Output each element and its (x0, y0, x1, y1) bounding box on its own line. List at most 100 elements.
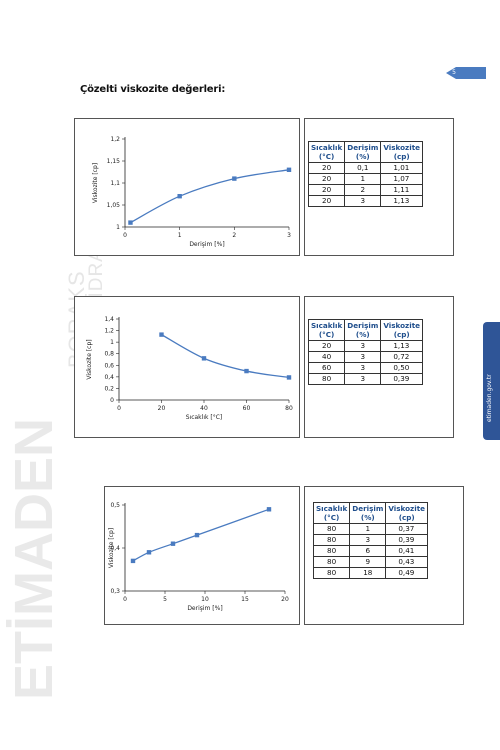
column-header: Derişim (%) (349, 502, 387, 524)
watermark-brand: ETİMADEN (4, 418, 64, 700)
x-axis-label: Sıcaklık [°C] (186, 414, 223, 421)
page-number: 5 (452, 69, 456, 76)
trend-line (161, 334, 290, 379)
trend-line (132, 508, 270, 562)
column-header-line: (%) (355, 152, 370, 161)
data-point (194, 532, 200, 538)
column-header-line: Viskozite (383, 321, 421, 330)
table-cell: 20 (307, 340, 346, 352)
data-point (232, 176, 237, 181)
column-header-line: Derişim (347, 321, 379, 330)
column-header-line: (°C) (323, 513, 340, 522)
table-cell: 0,72 (380, 351, 424, 363)
table-cell: 6 (349, 545, 387, 557)
y-tick-label: 1,2 (110, 136, 120, 143)
table-cell: 80 (312, 545, 351, 557)
table-cell: 0,49 (385, 567, 429, 579)
y-tick-label: 1,4 (104, 316, 114, 323)
table-cell: 80 (312, 567, 351, 579)
column-header: Derişim (%) (344, 141, 382, 163)
table-cell: 0,50 (380, 362, 424, 374)
table-row: 80 3 0,39 (307, 373, 424, 385)
x-tick-label: 0 (123, 596, 127, 603)
trend-line (130, 169, 290, 224)
y-tick-label: 1 (110, 339, 114, 346)
y-tick-label: 0,6 (104, 362, 114, 369)
y-tick-label: 1 (116, 224, 120, 231)
table-cell: 3 (344, 351, 382, 363)
table-row: 40 3 0,72 (307, 351, 424, 363)
column-header: Viskozite (cp) (380, 319, 424, 341)
table-row: 80 3 0,39 (312, 534, 429, 546)
data-point (286, 167, 292, 172)
column-header-line: (cp) (393, 330, 410, 339)
table-cell: 0,39 (385, 534, 429, 546)
column-header-line: Derişim (347, 143, 379, 152)
table-cell: 20 (307, 195, 346, 207)
column-header: Sıcaklık (°C) (312, 502, 351, 524)
y-tick-label: 0,2 (104, 385, 114, 392)
column-header-line: Derişim (352, 504, 384, 513)
x-tick-label: 5 (163, 596, 167, 603)
chart-panel-2: 0 0,2 0,4 0,6 0,8 1 1,2 1,4 0 20 40 60 80 Sıcaklık [°… (74, 296, 300, 438)
y-tick-label: 0,8 (104, 351, 114, 358)
y-tick-label: 1,15 (107, 158, 121, 165)
chart-panel-3: 0,3 0,4 0,5 0 5 10 15 20 Derişim [%] Viskozite [c… (104, 486, 300, 625)
table-cell: 2 (344, 184, 382, 196)
table-header-row: Sıcaklık (°C) Derişim (%) Viskozite (cp) (312, 502, 429, 524)
table-cell: 1,01 (380, 162, 424, 174)
column-header: Viskozite (cp) (380, 141, 424, 163)
side-tab[interactable]: etimaden.gov.tr (483, 322, 500, 440)
table-cell: 3 (349, 534, 387, 546)
chart-panel-1: 1 1,05 1,1 1,15 1,2 0 1 2 3 Derişim [%] Viskozite … (74, 118, 300, 256)
table-cell: 80 (312, 523, 351, 535)
viscosity-table-2: Sıcaklık (°C) Derişim (%) Viskozite (cp) 20 3 1,… (307, 319, 424, 385)
column-header: Derişim (%) (344, 319, 382, 341)
column-header-line: Viskozite (383, 143, 421, 152)
data-point (146, 550, 152, 555)
column-header-line: (cp) (398, 513, 415, 522)
x-tick-label: 20 (158, 405, 166, 412)
column-header: Sıcaklık (°C) (307, 141, 346, 163)
y-axis-label: Viskozite [cp] (108, 528, 115, 568)
y-tick-label: 1,2 (104, 328, 114, 335)
x-tick-label: 80 (285, 405, 293, 412)
table-cell: 0,39 (380, 373, 424, 385)
table-row: 20 0,1 1,01 (307, 162, 424, 174)
table-cell: 3 (344, 373, 382, 385)
y-tick-label: 0 (110, 397, 114, 404)
table-row: 80 6 0,41 (312, 545, 429, 557)
table-row: 80 18 0,49 (312, 567, 429, 579)
table-header-row: Sıcaklık (°C) Derişim (%) Viskozite (cp) (307, 319, 424, 341)
table-cell: 80 (307, 373, 346, 385)
data-point (130, 558, 136, 564)
column-header-line: Sıcaklık (311, 321, 343, 330)
y-tick-label: 0,3 (110, 588, 120, 595)
table-row: 80 1 0,37 (312, 523, 429, 535)
table-row: 60 3 0,50 (307, 362, 424, 374)
table-cell: 3 (344, 362, 382, 374)
column-header-line: (°C) (318, 152, 335, 161)
table-cell: 0,43 (385, 556, 429, 568)
table-cell: 18 (349, 567, 387, 579)
column-header-line: Viskozite (388, 504, 426, 513)
y-tick-label: 0,4 (110, 545, 120, 552)
page-arrow-icon (446, 67, 486, 79)
table-panel-3: Sıcaklık (°C) Derişim (%) Viskozite (cp) 80 1 0,… (304, 486, 464, 625)
y-axis-label: Viskozite [cp] (92, 163, 99, 203)
y-tick-label: 0,4 (104, 374, 114, 381)
x-tick-label: 40 (200, 405, 208, 412)
column-header-line: (°C) (318, 330, 335, 339)
x-tick-label: 1 (178, 232, 182, 239)
table-cell: 1 (349, 523, 387, 535)
table-cell: 20 (307, 173, 346, 185)
table-row: 20 1 1,07 (307, 173, 424, 185)
table-cell: 1 (344, 173, 382, 185)
table-cell: 1,11 (380, 184, 424, 196)
viscosity-table-1: Sıcaklık (°C) Derişim (%) Viskozite (cp) 20 0,1… (307, 141, 424, 207)
column-header-line: (%) (360, 513, 375, 522)
side-tab-label: etimaden.gov.tr (486, 374, 493, 422)
x-axis-label: Derişim [%] (187, 605, 222, 612)
y-axis-label: Viskozite [cp] (86, 339, 93, 379)
